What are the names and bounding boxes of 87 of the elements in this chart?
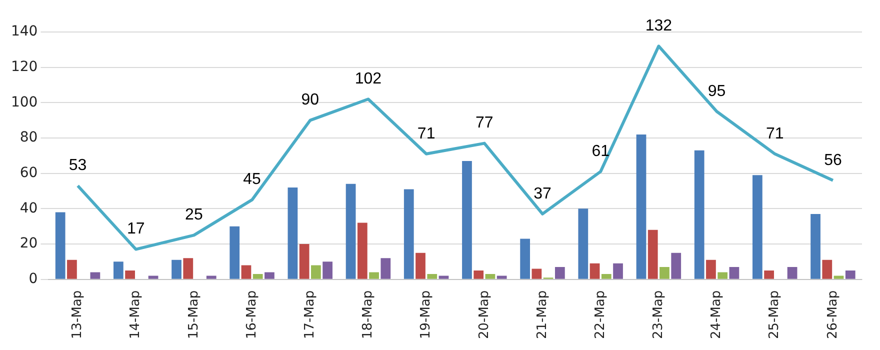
bar [636,134,646,279]
bar [241,265,252,279]
bar [67,260,77,279]
bar [810,214,820,279]
bar [346,184,356,279]
bar [822,260,832,279]
bar [55,212,66,279]
x-tick-label: 15-Мар [186,290,202,340]
bar [694,150,704,279]
bar [718,272,728,279]
x-tick-label: 26-Мар [825,290,840,340]
bar [462,160,472,279]
bar [729,266,740,279]
bar [148,276,158,279]
data-label: 71 [417,125,436,142]
bar [404,189,414,279]
data-label: 90 [301,92,320,109]
bar [311,265,321,279]
x-tick-label: 24-Мар [709,290,724,340]
bar [380,258,391,279]
bar [520,238,530,279]
bar [485,274,496,279]
bar [125,270,135,279]
bar [252,274,263,279]
data-label: 61 [592,142,610,160]
y-tick-label: 40 [20,200,38,216]
x-tick-label: 25-Мар [767,290,782,340]
bar [752,175,762,279]
bar [660,266,670,279]
y-tick-label: 0 [28,270,38,287]
data-label: 102 [354,70,382,88]
bar [357,222,368,279]
y-tick-label: 120 [10,58,38,75]
data-label: 56 [824,152,842,169]
x-tick-label: 17-Мар [302,290,318,340]
bar [706,260,716,279]
bar [845,270,856,279]
bar [787,266,798,279]
y-tick-label: 100 [10,94,38,110]
bar [299,244,310,279]
bar [474,270,484,279]
x-tick-label: 18-Мар [360,290,376,340]
x-tick-label: 23-Мар [651,290,666,340]
bar [764,270,774,279]
bar [427,274,438,279]
bar [496,276,507,279]
bar [438,276,449,279]
data-label: 95 [708,82,726,100]
bar [578,208,588,279]
data-label: 132 [645,18,672,35]
data-label: 71 [766,125,784,142]
data-label: 37 [534,185,552,202]
bar [532,268,542,279]
y-tick-label: 20 [20,236,38,252]
data-label: 25 [185,206,203,224]
bar [288,187,298,279]
bar [369,272,379,279]
bar [648,230,658,279]
bar [206,276,216,279]
data-label: 45 [243,171,262,188]
bar [613,263,623,279]
y-tick-label: 140 [10,24,38,40]
x-tick-label: 20-Мар [476,290,492,340]
bar [172,260,182,279]
data-label: 77 [476,114,494,132]
y-tick-label: 60 [20,164,38,181]
bar [90,272,100,279]
bar [590,263,600,279]
bar [671,252,682,279]
x-tick-label: 21-Мар [534,290,550,340]
bar [230,226,240,279]
bar [113,262,124,279]
bar [601,274,612,279]
x-tick-label: 16-Мар [244,290,260,340]
bar [322,262,332,279]
x-tick-label: 14-Мар [128,290,144,340]
bar [554,266,565,279]
bar [264,272,274,279]
x-tick-label: 13-Мар [70,290,86,340]
data-label: 17 [126,220,145,238]
bar [834,276,844,279]
x-tick-label: 22-Мар [592,290,608,340]
bar [416,252,426,279]
data-label: 53 [68,157,87,174]
bar [183,258,194,279]
y-tick-label: 80 [20,130,38,146]
x-tick-label: 19-Мар [418,290,434,340]
